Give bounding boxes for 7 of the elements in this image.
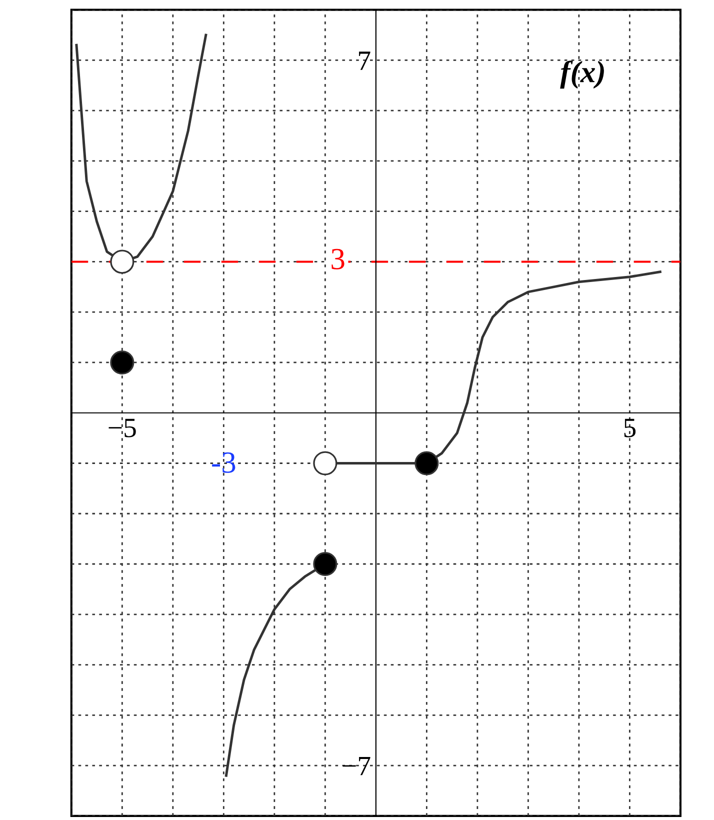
x-tick-label: −5 (108, 418, 136, 438)
y-tick-label: 7 (359, 52, 370, 70)
x-tick-label: 5 (624, 418, 636, 438)
y-tick-label: −7 (342, 756, 370, 776)
text: f(x) (560, 60, 604, 89)
ref-line-label: 3 (332, 248, 344, 270)
annotation: -3 (212, 452, 236, 473)
